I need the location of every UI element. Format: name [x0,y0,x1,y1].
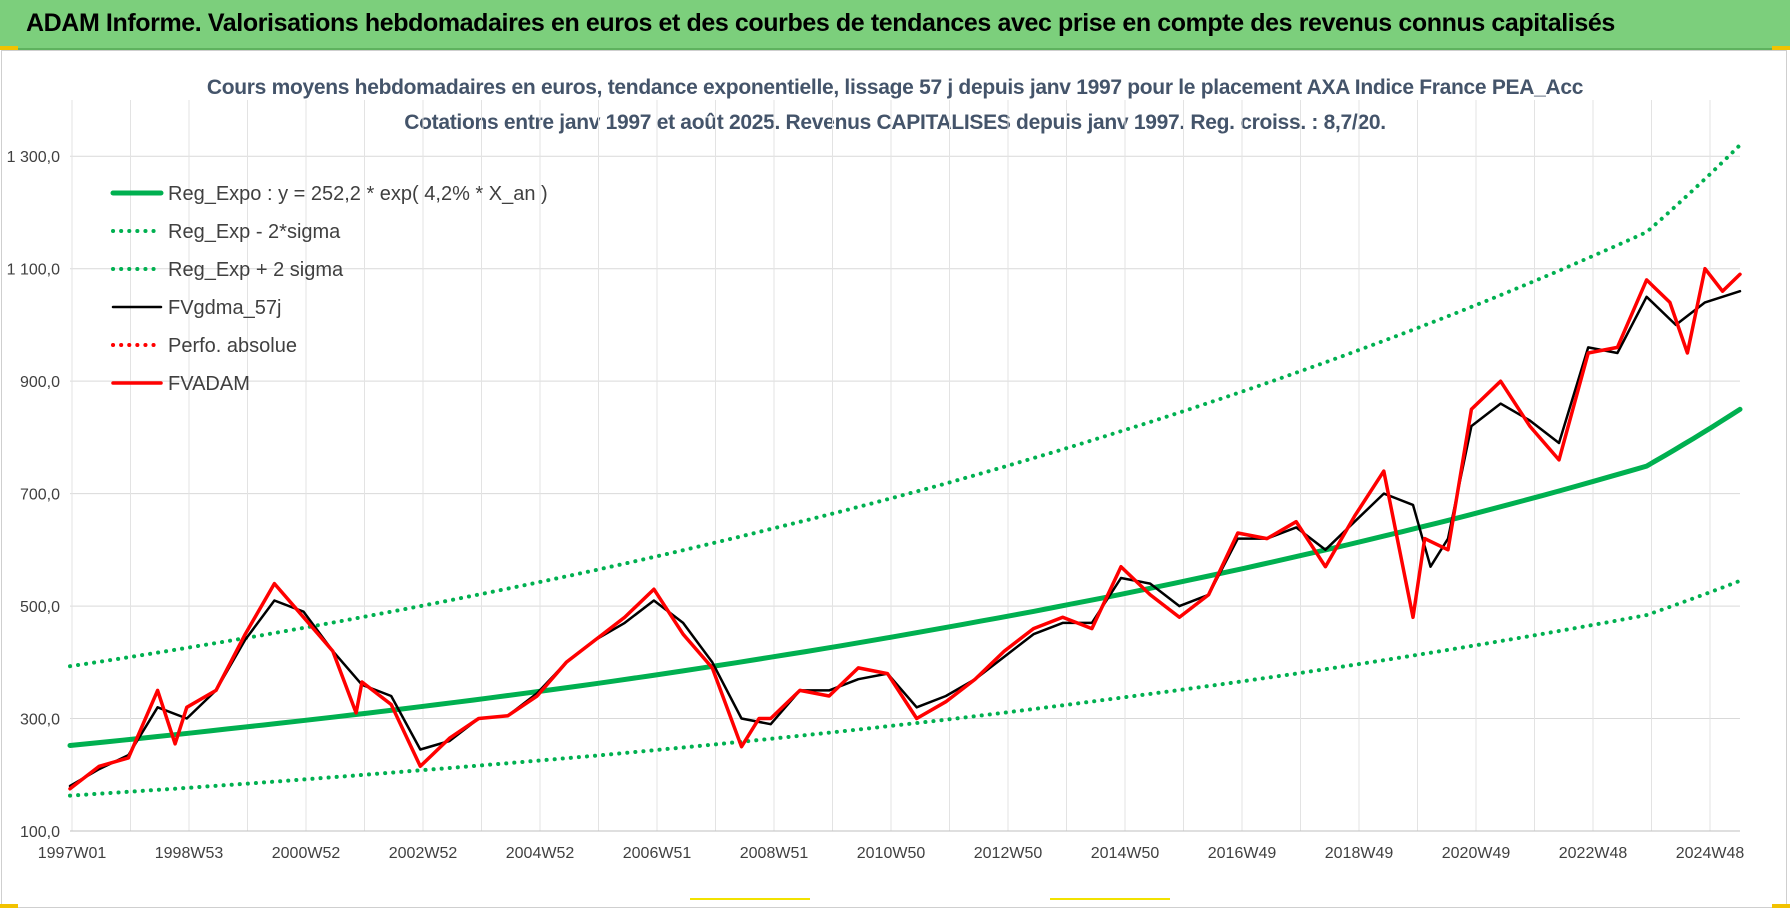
fvadam-line [68,266,1742,791]
y-tick-label: 1 100,0 [7,262,60,279]
bottom-accent-line-left [690,898,810,900]
x-tick-label: 2002W52 [389,845,458,862]
x-tick-label: 2006W51 [623,845,692,862]
corner-accent-top-right [1772,46,1790,50]
legend-label: Reg_Exp + 2 sigma [168,259,344,281]
smoothed-57j-line [68,289,1742,788]
chart-title: Cours moyens hebdomadaires en euros, ten… [206,76,1584,99]
x-tick-label: 2022W48 [1559,845,1628,862]
x-tick-label: 2020W49 [1442,845,1511,862]
grid-lines [70,100,1740,832]
legend-label: FVADAM [168,373,250,395]
corner-accent-bottom-left [0,904,18,908]
legend: Reg_Expo : y = 252,2 * exp( 4,2% * X_an … [110,183,548,395]
bottom-accent-line-right [1050,898,1170,900]
trend-minus-2sigma-line [68,578,1742,798]
report-title: ADAM Informe. Valorisations hebdomadaire… [26,9,1615,37]
chart-subtitle: Cotations entre janv 1997 et août 2025. … [404,111,1386,134]
x-tick-label: 2018W49 [1325,845,1394,862]
trend-plus-2sigma-line [68,143,1742,669]
legend-label: FVgdma_57j [168,297,281,319]
corner-accent-top-left [0,46,18,50]
x-tick-label: 2004W52 [506,845,575,862]
y-tick-label: 700,0 [20,487,60,504]
x-tick-label: 2010W50 [857,845,926,862]
legend-label: Reg_Expo : y = 252,2 * exp( 4,2% * X_an … [168,183,548,205]
x-tick-label: 2012W50 [974,845,1043,862]
x-tick-label: 2000W52 [272,845,341,862]
header-banner: ADAM Informe. Valorisations hebdomadaire… [0,0,1790,50]
trend-expo-line [67,406,1743,748]
y-tick-label: 100,0 [20,824,60,841]
x-tick-label: 2016W49 [1208,845,1277,862]
x-tick-label: 2008W51 [740,845,809,862]
chart-frame [1,50,1787,908]
x-tick-label: 2014W50 [1091,845,1160,862]
x-tick-label: 1997W01 [38,845,107,862]
x-tick-label: 2024W48 [1676,845,1745,862]
x-tick-label: 1998W53 [155,845,224,862]
y-tick-label: 1 300,0 [7,149,60,166]
corner-accent-bottom-right [1772,904,1790,908]
axis-labels: 100,0 300,0 500,0 700,0 900,0 1 100,0 1 300,0 1… [7,149,1745,862]
legend-label: Perfo. absolue [168,335,297,357]
series-group [67,143,1743,798]
y-tick-label: 500,0 [20,599,60,616]
y-tick-label: 300,0 [20,712,60,729]
y-tick-label: 900,0 [20,374,60,391]
legend-label: Reg_Exp - 2*sigma [168,221,341,243]
